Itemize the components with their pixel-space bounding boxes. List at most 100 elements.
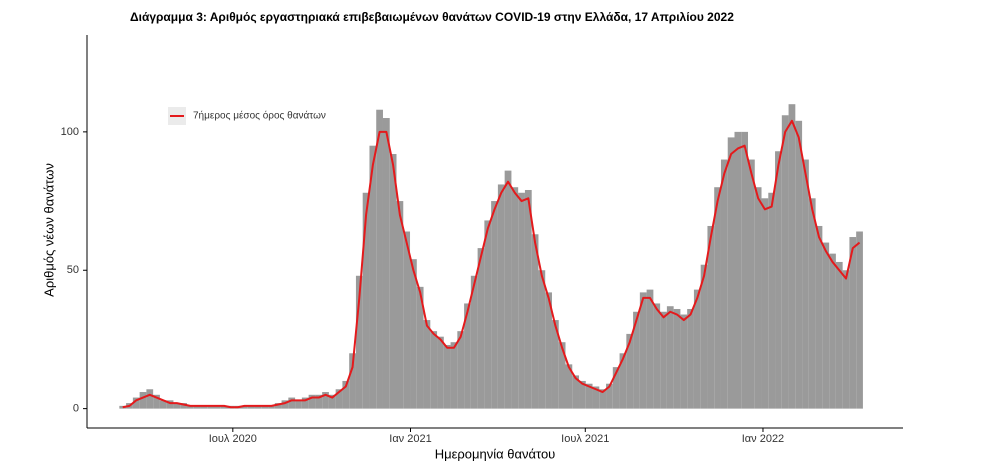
- bar: [247, 405, 255, 409]
- bar: [416, 286, 424, 409]
- bar: [700, 264, 708, 409]
- bar: [322, 392, 329, 409]
- bar: [450, 342, 458, 409]
- y-axis-label: Αριθμός νέων θανάτων: [41, 163, 56, 297]
- bar: [815, 225, 823, 409]
- bar: [856, 231, 863, 409]
- bar: [241, 405, 248, 409]
- bar: [464, 303, 471, 409]
- bar: [315, 394, 323, 409]
- bar: [619, 353, 627, 409]
- bar: [599, 389, 607, 409]
- bar: [281, 400, 289, 409]
- bar: [443, 344, 451, 409]
- bar: [342, 380, 350, 409]
- bar: [639, 292, 647, 409]
- bar: [822, 242, 830, 409]
- bar: [653, 303, 661, 409]
- bar: [518, 192, 525, 409]
- bar: [382, 118, 390, 409]
- bar: [606, 383, 613, 409]
- bar: [457, 331, 465, 409]
- bar: [274, 403, 282, 409]
- bar: [477, 248, 485, 409]
- bar: [200, 405, 208, 409]
- bar: [633, 311, 640, 409]
- x-axis-label: Ημερομηνία θανάτου: [435, 446, 556, 461]
- bar: [511, 187, 519, 409]
- bar: [849, 237, 857, 409]
- bar: [423, 320, 431, 409]
- bar: [687, 308, 694, 409]
- bar: [829, 253, 836, 409]
- bar: [761, 198, 769, 409]
- bar: [335, 389, 343, 409]
- bar: [646, 289, 654, 409]
- bar: [301, 397, 309, 409]
- bar: [680, 314, 688, 409]
- bar: [835, 261, 843, 409]
- bar: [254, 405, 262, 409]
- bar: [484, 220, 492, 409]
- bar: [626, 333, 634, 409]
- bar: [660, 311, 667, 409]
- bar: [403, 231, 411, 409]
- bar: [355, 275, 363, 409]
- bar: [497, 184, 505, 409]
- bar: [261, 405, 269, 409]
- bar: [349, 353, 356, 409]
- bar: [538, 270, 546, 409]
- bar: [308, 394, 316, 409]
- bar: [673, 308, 681, 409]
- bar: [788, 104, 796, 409]
- y-tick-label: 50: [67, 264, 79, 276]
- bar: [146, 389, 154, 409]
- bar: [551, 320, 559, 409]
- bar: [748, 159, 755, 409]
- bar: [166, 400, 174, 409]
- y-tick-label: 100: [61, 126, 79, 138]
- bar: [802, 159, 809, 409]
- bar: [207, 405, 214, 409]
- bar: [707, 225, 715, 409]
- bar: [410, 259, 417, 409]
- x-tick-label: Ιαν 2022: [742, 433, 784, 445]
- bar: [295, 400, 302, 409]
- bar: [734, 131, 742, 409]
- bar: [775, 151, 782, 409]
- bar: [173, 403, 181, 409]
- bar: [754, 187, 762, 409]
- bar: [288, 397, 296, 409]
- bar: [741, 131, 749, 409]
- bar: [180, 403, 187, 409]
- x-tick-label: Ιουλ 2021: [561, 433, 609, 445]
- bar: [193, 405, 201, 409]
- chart-title: Διάγραμμα 3: Αριθμός εργαστηριακά επιβεβ…: [130, 10, 734, 24]
- bar: [714, 187, 721, 409]
- avg-line: [122, 119, 861, 409]
- bar: [795, 120, 803, 409]
- bar: [579, 380, 586, 409]
- legend-label: 7ήμερος μέσος όρος θανάτων: [193, 110, 326, 122]
- bar: [727, 137, 735, 409]
- bar: [119, 405, 127, 409]
- bar: [470, 275, 478, 409]
- bar: [153, 394, 160, 409]
- bar: [693, 289, 701, 409]
- bar: [585, 383, 593, 409]
- bar: [572, 375, 580, 409]
- bar: [132, 397, 140, 409]
- bar: [139, 392, 147, 409]
- bar: [220, 405, 228, 409]
- bar: [720, 159, 728, 409]
- bar: [328, 394, 336, 409]
- bar: [781, 115, 789, 409]
- bar: [565, 364, 573, 409]
- bar: [376, 109, 383, 409]
- bar: [842, 270, 850, 409]
- bar: [396, 201, 404, 409]
- bar: [213, 405, 221, 409]
- bar: [159, 400, 167, 409]
